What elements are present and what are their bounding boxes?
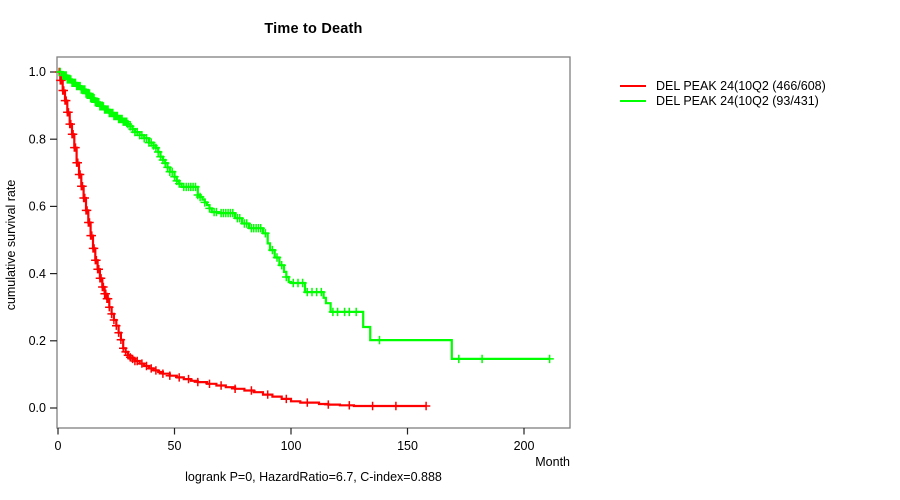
- legend-item: DEL PEAK 24(10Q2 (466/608): [620, 79, 826, 94]
- survival-curve-red: [58, 70, 427, 408]
- legend-line-green: [620, 100, 646, 103]
- legend: DEL PEAK 24(10Q2 (466/608) DEL PEAK 24(1…: [620, 79, 826, 109]
- x-tick-label: 200: [514, 439, 535, 453]
- y-tick-label: 0.6: [29, 200, 46, 214]
- y-tick-label: 0.4: [29, 267, 46, 281]
- plot-frame: [56, 56, 571, 429]
- survival-curve-green: [58, 70, 550, 360]
- legend-item: DEL PEAK 24(10Q2 (93/431): [620, 94, 826, 109]
- y-tick-label: 1.0: [29, 65, 46, 79]
- censor-marks-green: [56, 67, 554, 364]
- chart-title: Time to Death: [264, 21, 363, 37]
- y-axis: 0.0 0.2 0.4 0.6 0.8 1.0: [29, 65, 57, 415]
- x-tick-label: 0: [55, 439, 62, 453]
- x-axis: 0 50 100 150 200: [55, 428, 535, 453]
- x-tick-label: 150: [397, 439, 418, 453]
- x-axis-title: Month: [535, 455, 570, 469]
- y-tick-label: 0.0: [29, 401, 46, 415]
- y-tick-label: 0.2: [29, 334, 46, 348]
- legend-label-green-group: DEL PEAK 24(10Q2 (93/431): [656, 94, 819, 109]
- y-tick-label: 0.8: [29, 132, 46, 146]
- stats-annotation: logrank P=0, HazardRatio=6.7, C-index=0.…: [185, 470, 442, 484]
- legend-line-red: [620, 85, 646, 88]
- legend-label-red-group: DEL PEAK 24(10Q2 (466/608): [656, 79, 826, 94]
- x-tick-label: 50: [168, 439, 182, 453]
- censor-marks-red: [55, 67, 431, 411]
- x-tick-label: 100: [281, 439, 302, 453]
